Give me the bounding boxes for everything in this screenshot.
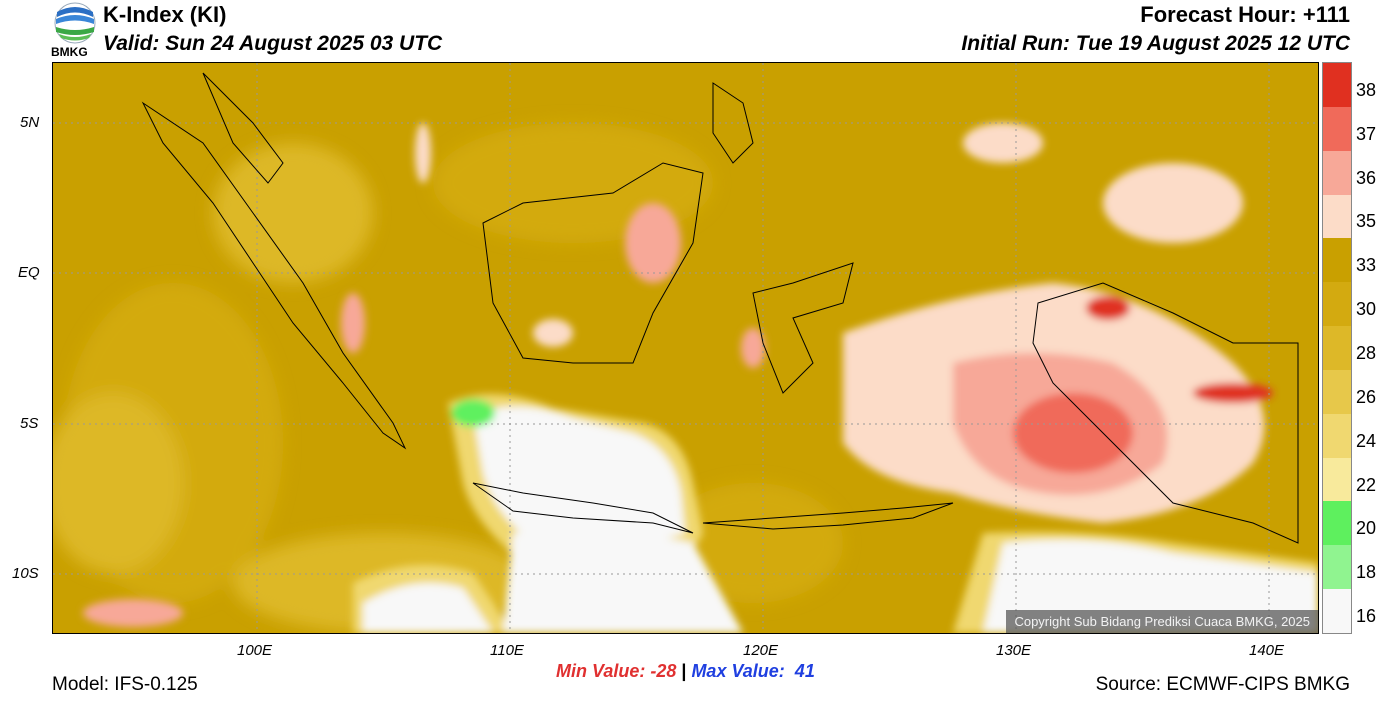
lat-label-5n: 5N xyxy=(20,114,40,131)
colorbar-segment xyxy=(1323,282,1351,327)
colorbar-segment xyxy=(1323,501,1351,546)
malaysia-coast xyxy=(202,72,284,184)
colorbar-tick-label: 18 xyxy=(1356,562,1377,583)
colorbar-segment xyxy=(1323,369,1351,415)
copyright-label: Copyright Sub Bidang Prediksi Cuaca BMKG… xyxy=(1006,610,1318,633)
colorbar-segment xyxy=(1323,545,1351,590)
colorbar-tick-label: 26 xyxy=(1356,386,1377,407)
lon-label-110e: 110E xyxy=(490,642,524,659)
colorbar-segment xyxy=(1323,413,1351,459)
sumatra-coast xyxy=(141,101,407,450)
chart-title: K-Index (KI) xyxy=(103,2,227,27)
lon-label-130e: 130E xyxy=(996,642,1032,659)
min-max-line: Min Value: -28 | Max Value: 41 xyxy=(556,661,815,682)
lon-label-120e: 120E xyxy=(743,642,779,659)
colorbar-tick-label: 35 xyxy=(1356,211,1377,232)
colorbar-tick-label: 20 xyxy=(1356,518,1377,539)
lesser-sunda-coast xyxy=(702,502,954,530)
min-value: Min Value: -28 xyxy=(556,661,677,681)
philippines-coast xyxy=(712,82,754,164)
max-value: Max Value: 41 xyxy=(691,661,815,681)
colorbar-segment xyxy=(1323,326,1351,371)
colorbar-segment xyxy=(1323,238,1351,283)
colorbar-tick-label: 24 xyxy=(1356,430,1377,451)
borneo-coast xyxy=(482,162,704,364)
colorbar-segment xyxy=(1323,63,1351,108)
lon-label-140e: 140E xyxy=(1249,642,1285,659)
colorbar-segment xyxy=(1323,150,1351,196)
lat-label-eq: EQ xyxy=(18,264,40,281)
forecast-hour: Forecast Hour: +111 xyxy=(1140,2,1350,27)
bmkg-logo xyxy=(52,2,98,60)
colorbar-tick-label: 28 xyxy=(1356,343,1377,363)
lon-label-100e: 100E xyxy=(237,642,273,659)
colorbar-tick-label: 37 xyxy=(1356,123,1377,144)
bmkg-logo-icon xyxy=(54,2,96,44)
colorbar xyxy=(1322,62,1352,634)
colorbar-tick-label: 36 xyxy=(1356,167,1377,188)
colorbar-segment xyxy=(1323,457,1351,502)
colorbar-segment xyxy=(1323,194,1351,239)
colorbar-tick-label: 16 xyxy=(1356,606,1377,627)
java-coast xyxy=(472,482,694,534)
colorbar-tick-label: 30 xyxy=(1356,299,1377,320)
logo-text: BMKG xyxy=(51,45,88,59)
lat-label-10s: 10S xyxy=(12,565,39,582)
colorbar-segment xyxy=(1323,589,1351,634)
colorbar-tick-label: 38 xyxy=(1356,79,1377,100)
colorbar-tick-label: 33 xyxy=(1356,255,1377,276)
k-index-map: Copyright Sub Bidang Prediksi Cuaca BMKG… xyxy=(52,62,1319,634)
valid-time: Valid: Sun 24 August 2025 03 UTC xyxy=(103,32,443,55)
map-field-svg xyxy=(53,63,1318,633)
initial-run: Initial Run: Tue 19 August 2025 12 UTC xyxy=(961,32,1350,55)
model-label: Model: IFS-0.125 xyxy=(52,674,198,695)
sulawesi-coast xyxy=(752,262,854,394)
new-guinea-coast xyxy=(1032,282,1299,544)
lat-label-5s: 5S xyxy=(20,415,39,432)
colorbar-segment xyxy=(1323,106,1351,152)
min-max-separator: | xyxy=(681,661,687,681)
source-label: Source: ECMWF-CIPS BMKG xyxy=(1095,674,1350,695)
colorbar-tick-label: 22 xyxy=(1356,474,1377,495)
